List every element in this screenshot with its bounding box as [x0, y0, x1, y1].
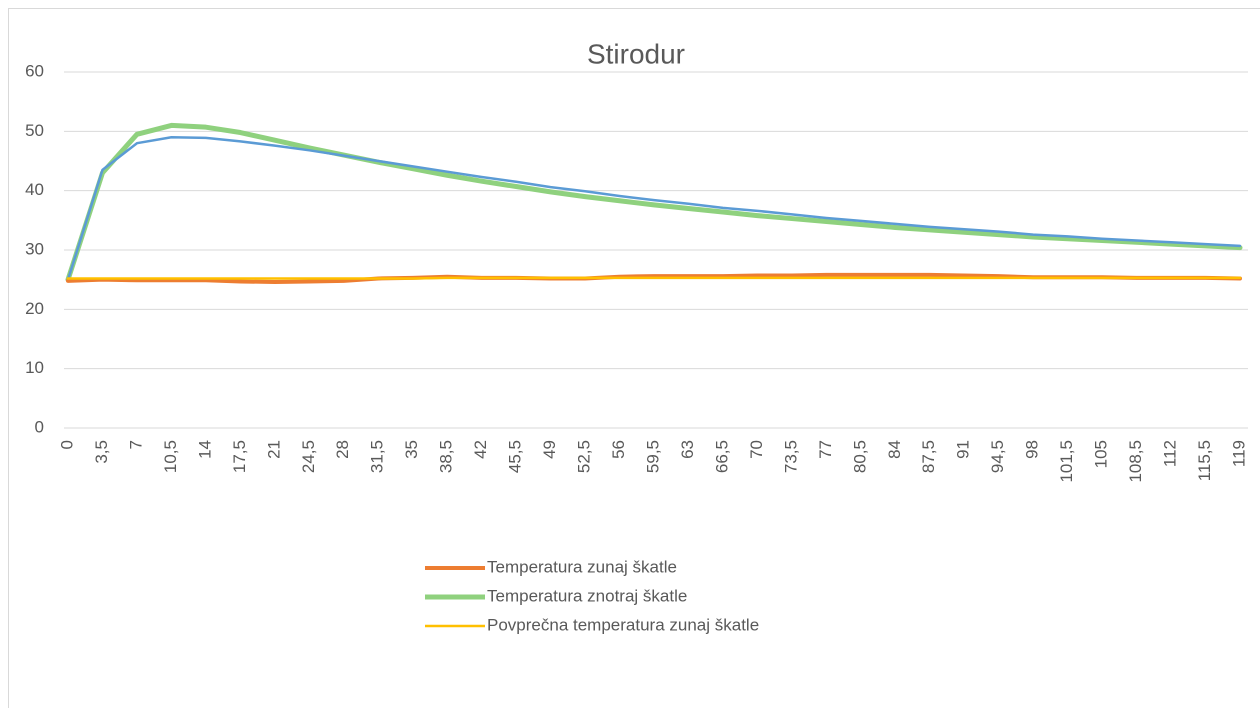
x-tick-label: 3,5: [92, 440, 111, 464]
y-tick-label: 20: [25, 299, 44, 318]
y-tick-label: 0: [35, 417, 44, 436]
x-tick-label: 115,5: [1195, 440, 1214, 481]
y-tick-label: 40: [25, 180, 44, 199]
x-tick-label: 31,5: [368, 440, 387, 473]
x-tick-label: 73,5: [781, 440, 800, 473]
x-tick-label: 70: [747, 440, 766, 459]
x-tick-label: 45,5: [506, 440, 525, 473]
x-tick-label: 49: [540, 440, 559, 459]
x-tick-label: 59,5: [643, 440, 662, 473]
y-tick-label: 60: [25, 61, 44, 80]
x-tick-label: 38,5: [437, 440, 456, 473]
x-tick-label: 87,5: [919, 440, 938, 473]
x-tick-label: 17,5: [230, 440, 249, 473]
x-tick-label: 42: [471, 440, 490, 459]
x-tick-label: 112: [1161, 440, 1180, 467]
y-tick-label: 30: [25, 239, 44, 258]
x-tick-label: 108,5: [1126, 440, 1145, 483]
x-tick-label: 77: [816, 440, 835, 459]
x-tick-label: 7: [126, 440, 145, 449]
x-tick-label: 63: [678, 440, 697, 459]
series-line: [66, 136, 1242, 281]
x-tick-label: 94,5: [988, 440, 1007, 473]
x-tick-label: 56: [609, 440, 628, 459]
x-tick-label: 24,5: [299, 440, 318, 473]
x-tick-label: 98: [1023, 440, 1042, 459]
x-tick-label: 66,5: [712, 440, 731, 473]
x-tick-label: 91: [954, 440, 973, 459]
x-tick-label: 14: [195, 440, 214, 459]
x-tick-label: 105: [1092, 440, 1111, 468]
x-tick-label: 101,5: [1057, 440, 1076, 483]
x-tick-label: 21: [264, 440, 283, 459]
legend-label: Temperatura znotraj škatle: [487, 586, 687, 605]
series-line: [66, 276, 1242, 280]
x-tick-label: 35: [402, 440, 421, 459]
x-tick-label: 80,5: [850, 440, 869, 473]
series-line: [65, 122, 1243, 283]
x-tick-label: 10,5: [161, 440, 180, 473]
legend-label: Povprečna temperatura zunaj škatle: [487, 615, 759, 634]
legend-label: Temperatura zunaj škatle: [487, 557, 677, 576]
x-tick-label: 119: [1229, 440, 1248, 467]
x-tick-label: 0: [57, 440, 76, 449]
y-tick-label: 10: [25, 358, 44, 377]
x-tick-label: 28: [333, 440, 352, 459]
y-tick-label: 50: [25, 121, 44, 140]
chart-title: Stirodur: [587, 38, 685, 69]
x-tick-label: 84: [885, 440, 904, 459]
chart-border: [8, 8, 1260, 708]
x-tick-label: 52,5: [575, 440, 594, 473]
